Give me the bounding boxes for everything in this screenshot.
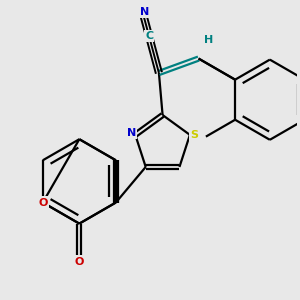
Text: S: S (190, 130, 198, 140)
Text: N: N (127, 128, 136, 138)
Text: O: O (75, 256, 84, 267)
Text: C: C (145, 31, 153, 41)
Text: H: H (205, 35, 214, 45)
Text: O: O (38, 197, 47, 208)
Text: N: N (140, 7, 150, 17)
